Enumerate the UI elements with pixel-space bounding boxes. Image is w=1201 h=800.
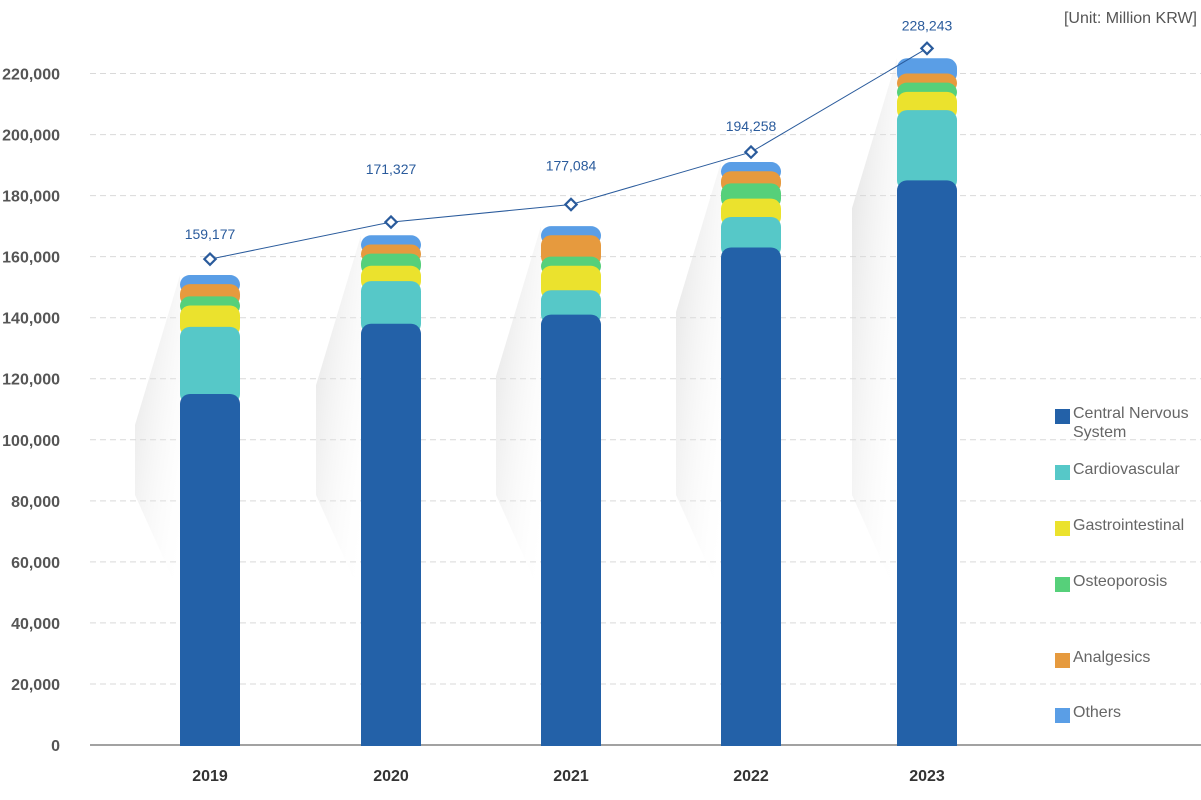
x-tick-label: 2019 — [192, 768, 228, 785]
bar-stack-2019 — [180, 274, 240, 746]
legend-swatch — [1055, 577, 1070, 592]
legend-label: Others — [1073, 704, 1121, 721]
total-marker — [743, 144, 759, 160]
bar-segment-central-nervous-system — [897, 180, 957, 746]
y-axis-ticks: 0 20,000 40,000 60,000 80,000 100,000 120,000 1… — [2, 67, 60, 755]
bar-shadow — [852, 58, 897, 596]
y-tick-label: 180,000 — [2, 189, 60, 206]
y-tick-label: 40,000 — [11, 616, 60, 633]
legend-swatch — [1055, 465, 1070, 480]
total-marker — [919, 41, 935, 56]
bar-shadow — [316, 235, 361, 595]
bar-segment-cardiovascular — [180, 326, 240, 404]
legend-swatch — [1055, 521, 1070, 536]
x-tick-label: 2020 — [373, 768, 409, 785]
y-tick-label: 120,000 — [2, 372, 60, 389]
bar-base — [180, 735, 240, 746]
legend-label: Cardiovascular — [1073, 461, 1180, 478]
legend-item: Cardiovascular — [1055, 461, 1180, 480]
legend-label: Central Nervous — [1073, 405, 1189, 422]
bar-base — [897, 735, 957, 746]
x-tick-label: 2021 — [553, 768, 589, 785]
y-tick-label: 60,000 — [11, 555, 60, 572]
legend-swatch — [1055, 653, 1070, 668]
bar-base — [541, 735, 601, 746]
legend: Central Nervous System Cardiovascular Gastr… — [1055, 405, 1189, 723]
y-tick-label: 220,000 — [2, 67, 60, 84]
x-tick-label: 2022 — [733, 768, 769, 785]
y-tick-label: 200,000 — [2, 128, 60, 145]
total-data-label: 159,177 — [185, 226, 236, 242]
bar-segment-cardiovascular — [721, 216, 781, 258]
legend-item: Osteoporosis — [1055, 573, 1167, 592]
bar-stack-2021 — [541, 226, 601, 746]
grid-lines — [90, 73, 1201, 685]
legend-item: Gastrointestinal — [1055, 517, 1184, 536]
bar-segment-central-nervous-system — [180, 394, 240, 746]
bar-segment-cardiovascular — [897, 110, 957, 191]
bar-shadows — [135, 58, 897, 596]
legend-label: System — [1073, 424, 1126, 441]
legend-item: Central Nervous System — [1055, 405, 1189, 441]
y-tick-label: 140,000 — [2, 311, 60, 328]
y-tick-label: 160,000 — [2, 250, 60, 267]
legend-swatch — [1055, 708, 1070, 723]
total-data-label: 177,084 — [546, 158, 597, 174]
bar-base — [361, 735, 421, 746]
legend-label: Osteoporosis — [1073, 573, 1167, 590]
legend-swatch — [1055, 409, 1070, 424]
total-line: 159,177 171,327 177,084 194,258 228,243 — [185, 17, 953, 267]
y-tick-label: 100,000 — [2, 433, 60, 450]
y-tick-label: 0 — [51, 738, 60, 755]
total-data-label: 194,258 — [726, 118, 777, 134]
y-tick-label: 20,000 — [11, 677, 60, 694]
bar-base — [721, 735, 781, 746]
bar-segment-central-nervous-system — [721, 247, 781, 746]
x-tick-label: 2023 — [909, 768, 945, 785]
total-marker — [563, 197, 579, 212]
y-tick-label: 80,000 — [11, 494, 60, 511]
legend-item: Others — [1055, 704, 1121, 723]
legend-label: Gastrointestinal — [1073, 517, 1184, 534]
bar-segment-central-nervous-system — [541, 314, 601, 746]
total-data-label: 171,327 — [366, 161, 417, 177]
legend-label: Analgesics — [1073, 649, 1150, 666]
bar-shadow — [135, 274, 180, 595]
bar-shadow — [676, 162, 721, 595]
x-axis-ticks: 2019 2020 2021 2022 2023 — [192, 768, 945, 785]
bar-stack-2023 — [897, 58, 957, 746]
bar-segment-cardiovascular — [361, 281, 421, 334]
bar-shadow — [496, 226, 541, 595]
total-data-label: 228,243 — [902, 17, 953, 33]
bar-segment-central-nervous-system — [361, 323, 421, 746]
unit-label: [Unit: Million KRW] — [1064, 10, 1197, 27]
total-marker — [202, 251, 218, 267]
stacked-bars — [180, 58, 957, 746]
total-marker — [383, 214, 399, 230]
bar-stack-2022 — [721, 162, 781, 746]
bar-stack-2020 — [361, 235, 421, 746]
legend-item: Analgesics — [1055, 649, 1150, 668]
